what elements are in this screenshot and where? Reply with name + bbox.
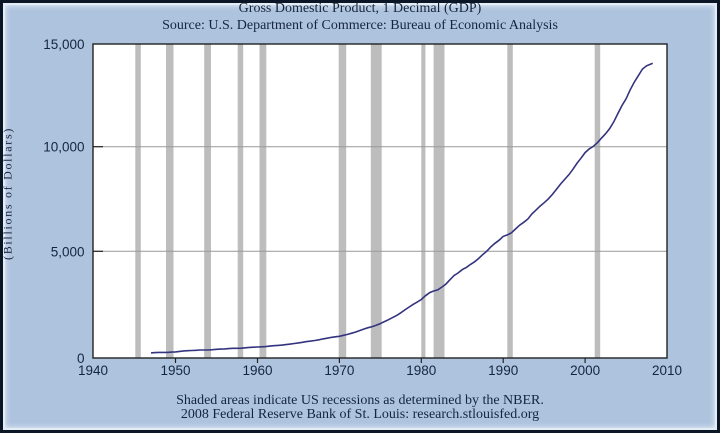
svg-text:1950: 1950: [160, 363, 190, 378]
svg-text:1940: 1940: [78, 363, 108, 378]
svg-text:15,000: 15,000: [43, 37, 84, 52]
svg-text:2000: 2000: [570, 363, 600, 378]
svg-text:10,000: 10,000: [43, 140, 84, 155]
svg-text:1980: 1980: [406, 363, 436, 378]
svg-text:1960: 1960: [242, 363, 272, 378]
svg-text:5,000: 5,000: [51, 244, 85, 259]
svg-text:1990: 1990: [488, 363, 518, 378]
svg-text:1970: 1970: [324, 363, 354, 378]
svg-text:2010: 2010: [652, 363, 682, 378]
